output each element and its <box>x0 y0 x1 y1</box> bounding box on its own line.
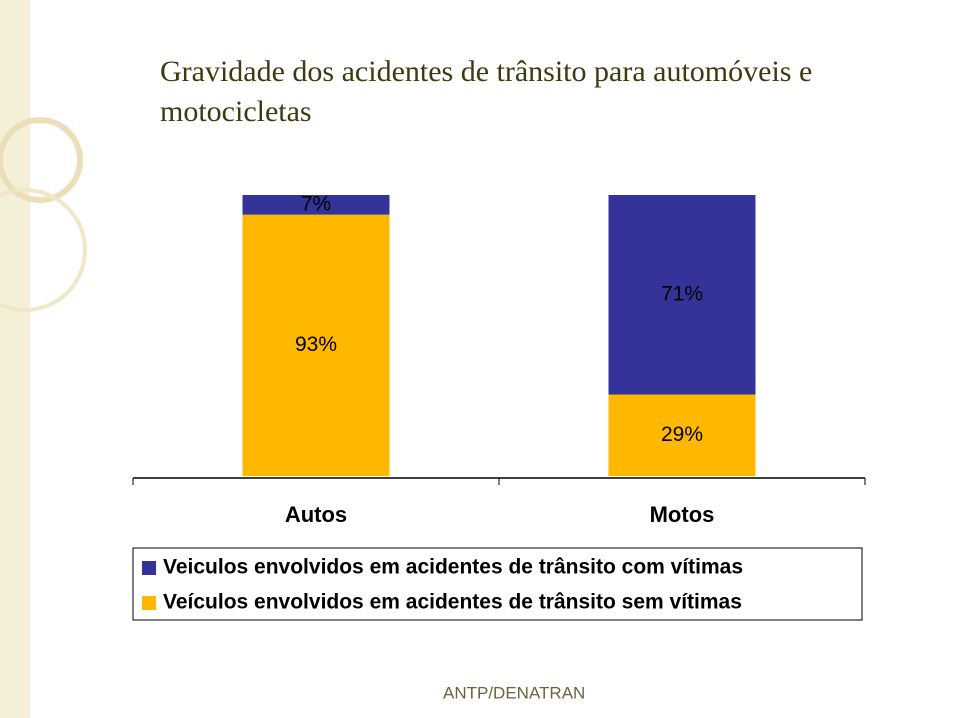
data-label: 7% <box>301 192 331 215</box>
x-tick-label: Autos <box>285 502 347 527</box>
legend-box <box>132 547 863 621</box>
data-label: 29% <box>661 423 703 446</box>
legend-label: Veiculos envolvidos em acidentes de trân… <box>163 556 743 579</box>
decor-circle <box>0 188 87 312</box>
decor-circle <box>0 117 83 203</box>
source: ANTP/DENATRAN <box>443 683 585 702</box>
chart-title: Gravidade dos acidentes de trânsito para… <box>160 55 813 128</box>
bar-segment <box>608 394 756 476</box>
x-tick-label: Motos <box>650 502 715 527</box>
legend-swatch <box>142 596 156 610</box>
legend-swatch <box>142 561 156 575</box>
data-label: 71% <box>661 282 703 305</box>
side-strip <box>0 0 30 718</box>
legend-label: Veículos envolvidos em acidentes de trân… <box>163 591 742 614</box>
data-label: 93% <box>295 333 337 356</box>
bar-segment <box>608 195 756 395</box>
bar-segment <box>242 214 390 477</box>
bar-segment <box>242 195 390 215</box>
